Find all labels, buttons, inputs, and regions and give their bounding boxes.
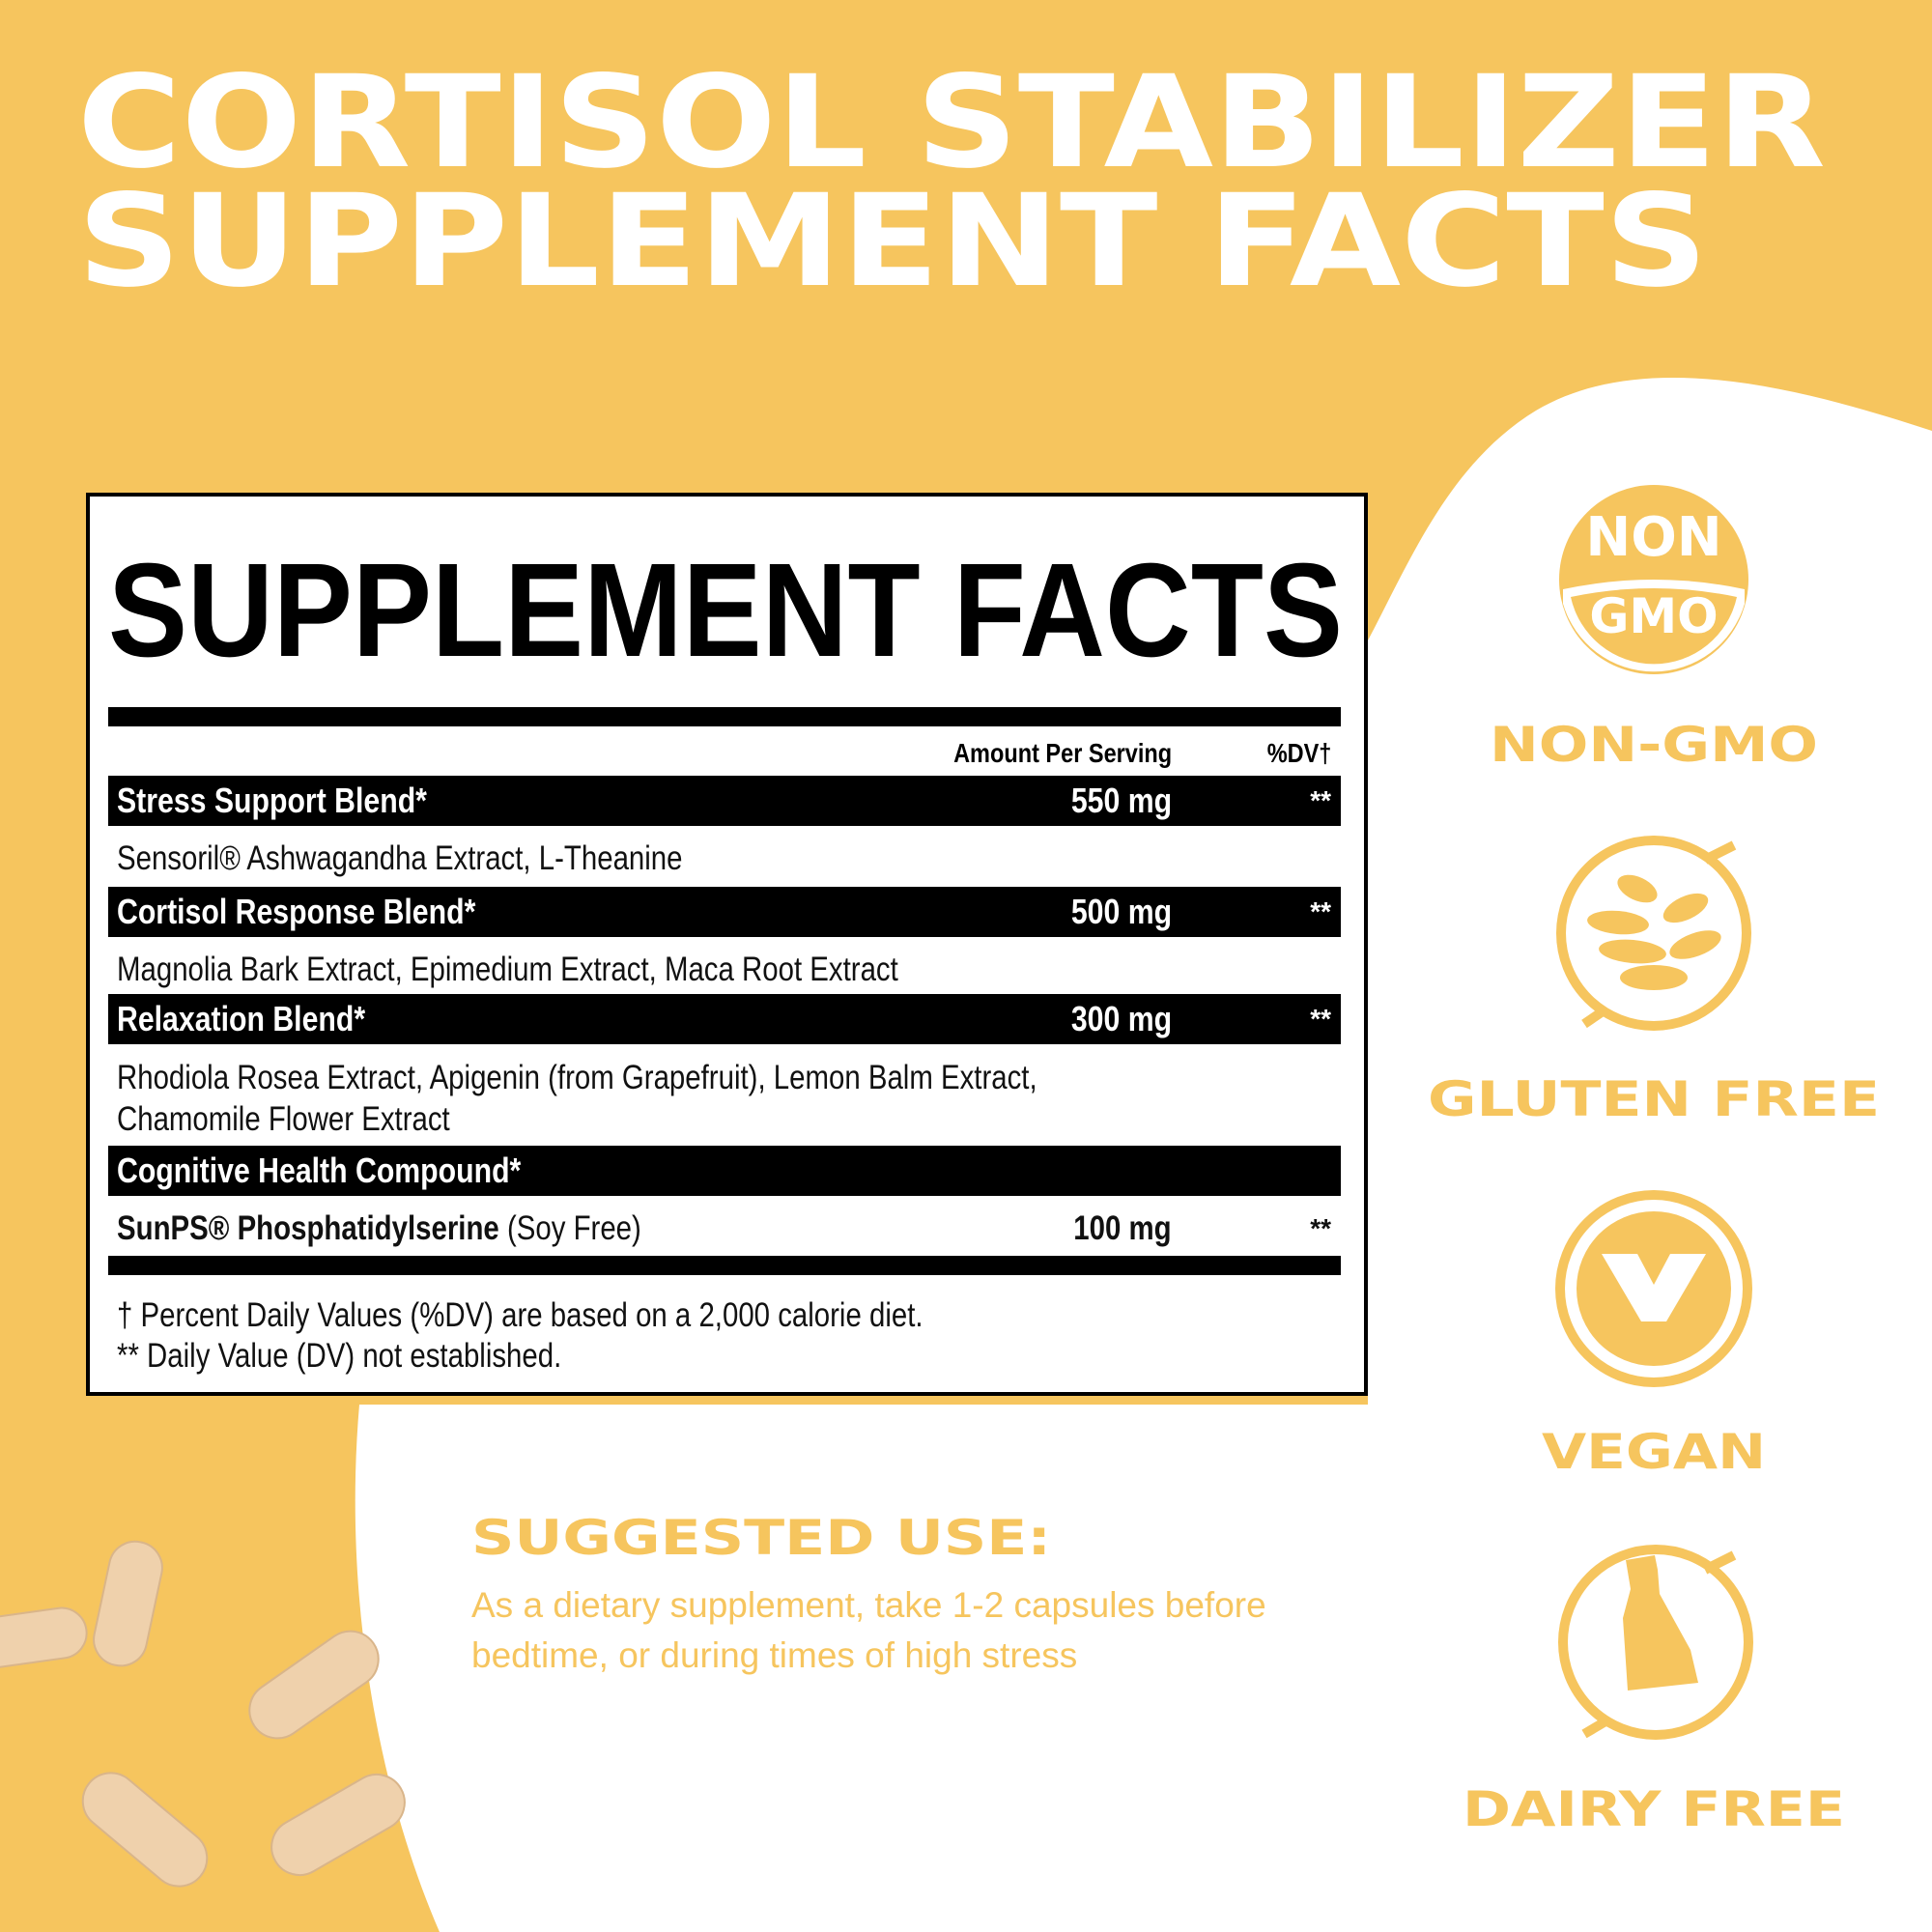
bottom-divider xyxy=(108,1256,1341,1275)
ingredient-dv: ** xyxy=(1310,1213,1331,1243)
capsule xyxy=(0,1606,88,1670)
footnote-text: † Percent Daily Values (%DV) are based o… xyxy=(117,1296,923,1334)
non-gmo-icon-text: GMO xyxy=(1589,588,1718,644)
suggested-use-heading: SUGGESTED USE: xyxy=(471,1510,1051,1565)
col-dv-header: %DV† xyxy=(1266,738,1331,768)
svg-text:SUPPLEMENT FACTS: SUPPLEMENT FACTS xyxy=(108,545,1343,670)
capsule xyxy=(93,1540,163,1667)
supplement-facts-panel: SUPPLEMENT FACTS Amount Per Serving %DV†… xyxy=(86,493,1368,1396)
capsule xyxy=(81,1772,209,1888)
blend-amount: 500 mg xyxy=(1070,892,1172,931)
badge-label-vegan: VEGAN xyxy=(1542,1424,1766,1480)
blend-amount: 300 mg xyxy=(1070,999,1172,1038)
non-gmo-icon: NON GMO xyxy=(1559,485,1748,674)
header-title-line2: SUPPLEMENT FACTS xyxy=(77,167,1708,309)
ingredients-text: Chamomile Flower Extract xyxy=(117,1100,450,1138)
footnote: † Percent Daily Values (%DV) are based o… xyxy=(108,1296,1341,1335)
blend-name: Stress Support Blend* xyxy=(117,781,427,820)
ingredients-text: Magnolia Bark Extract, Epimedium Extract… xyxy=(117,951,898,988)
capsule xyxy=(248,1630,380,1740)
footnote: ** Daily Value (DV) not established. xyxy=(108,1337,1341,1376)
ingredients-text: Rhodiola Rosea Extract, Apigenin (from G… xyxy=(117,1059,1037,1096)
thick-divider xyxy=(108,707,1341,726)
ingredients-text: Sensoril® Ashwagandha Extract, L-Theanin… xyxy=(117,839,683,877)
header-title-line1: CORTISOL STABILIZER xyxy=(77,48,1826,197)
badge-label-non-gmo: NON-GMO xyxy=(1490,717,1818,773)
capsule xyxy=(270,1774,406,1876)
suggested-use-line: bedtime, or during times of high stress xyxy=(471,1635,1078,1675)
ingredients-row: Rhodiola Rosea Extract, Apigenin (from G… xyxy=(108,1059,1341,1097)
blend-name: Cortisol Response Blend* xyxy=(117,892,476,931)
blend-amount: 550 mg xyxy=(1070,781,1172,820)
blend-row-stress-support: Stress Support Blend* 550 mg ** xyxy=(108,776,1341,826)
column-headers: Amount Per Serving %DV† xyxy=(108,734,1341,773)
footnote-text: ** Daily Value (DV) not established. xyxy=(117,1337,562,1375)
badge-label-gluten-free: GLUTEN FREE xyxy=(1428,1071,1880,1127)
blend-dv: ** xyxy=(1310,896,1331,926)
capsules-illustration xyxy=(0,1540,406,1888)
blend-row-cortisol-response: Cortisol Response Blend* 500 mg ** xyxy=(108,887,1341,937)
wheat-crossed-icon xyxy=(1556,836,1751,1031)
blend-row-cognitive-health: Cognitive Health Compound* xyxy=(108,1146,1341,1196)
ingredients-row: Magnolia Bark Extract, Epimedium Extract… xyxy=(108,951,1341,989)
page-header: CORTISOL STABILIZER SUPPLEMENT FACTS xyxy=(77,48,1826,309)
ingredients-row: Chamomile Flower Extract xyxy=(108,1100,1341,1139)
svg-text:SUGGESTED USE:: SUGGESTED USE: xyxy=(471,1510,1051,1565)
ingredients-row: Sensoril® Ashwagandha Extract, L-Theanin… xyxy=(108,839,1341,878)
blend-name: Relaxation Blend* xyxy=(117,999,366,1038)
ingredient-note: (Soy Free) xyxy=(498,1209,641,1247)
badges-column: NON GMO NON-GMO GLUTEN FREE VEGAN DAIRY … xyxy=(1428,485,1880,1837)
vegan-v-icon xyxy=(1555,1190,1752,1387)
blend-dv: ** xyxy=(1310,785,1331,815)
blend-dv: ** xyxy=(1310,1004,1331,1034)
milk-bottle-crossed-icon xyxy=(1558,1545,1753,1740)
blend-row-relaxation: Relaxation Blend* 300 mg ** xyxy=(108,994,1341,1044)
ingredient-name: SunPS® Phosphatidylserine xyxy=(117,1209,499,1247)
facts-title: SUPPLEMENT FACTS xyxy=(108,545,1343,670)
suggested-use-text: As a dietary supplement, take 1-2 capsul… xyxy=(471,1580,1266,1681)
ingredient-row-sunps: SunPS® Phosphatidylserine (Soy Free) 100… xyxy=(108,1209,1341,1248)
non-gmo-icon-text: NON xyxy=(1585,506,1721,569)
suggested-use-line: As a dietary supplement, take 1-2 capsul… xyxy=(471,1585,1266,1625)
blend-name: Cognitive Health Compound* xyxy=(117,1151,522,1190)
col-amount-header: Amount Per Serving xyxy=(952,738,1172,768)
ingredient-amount: 100 mg xyxy=(1073,1209,1172,1247)
badge-label-dairy-free: DAIRY FREE xyxy=(1463,1781,1845,1837)
